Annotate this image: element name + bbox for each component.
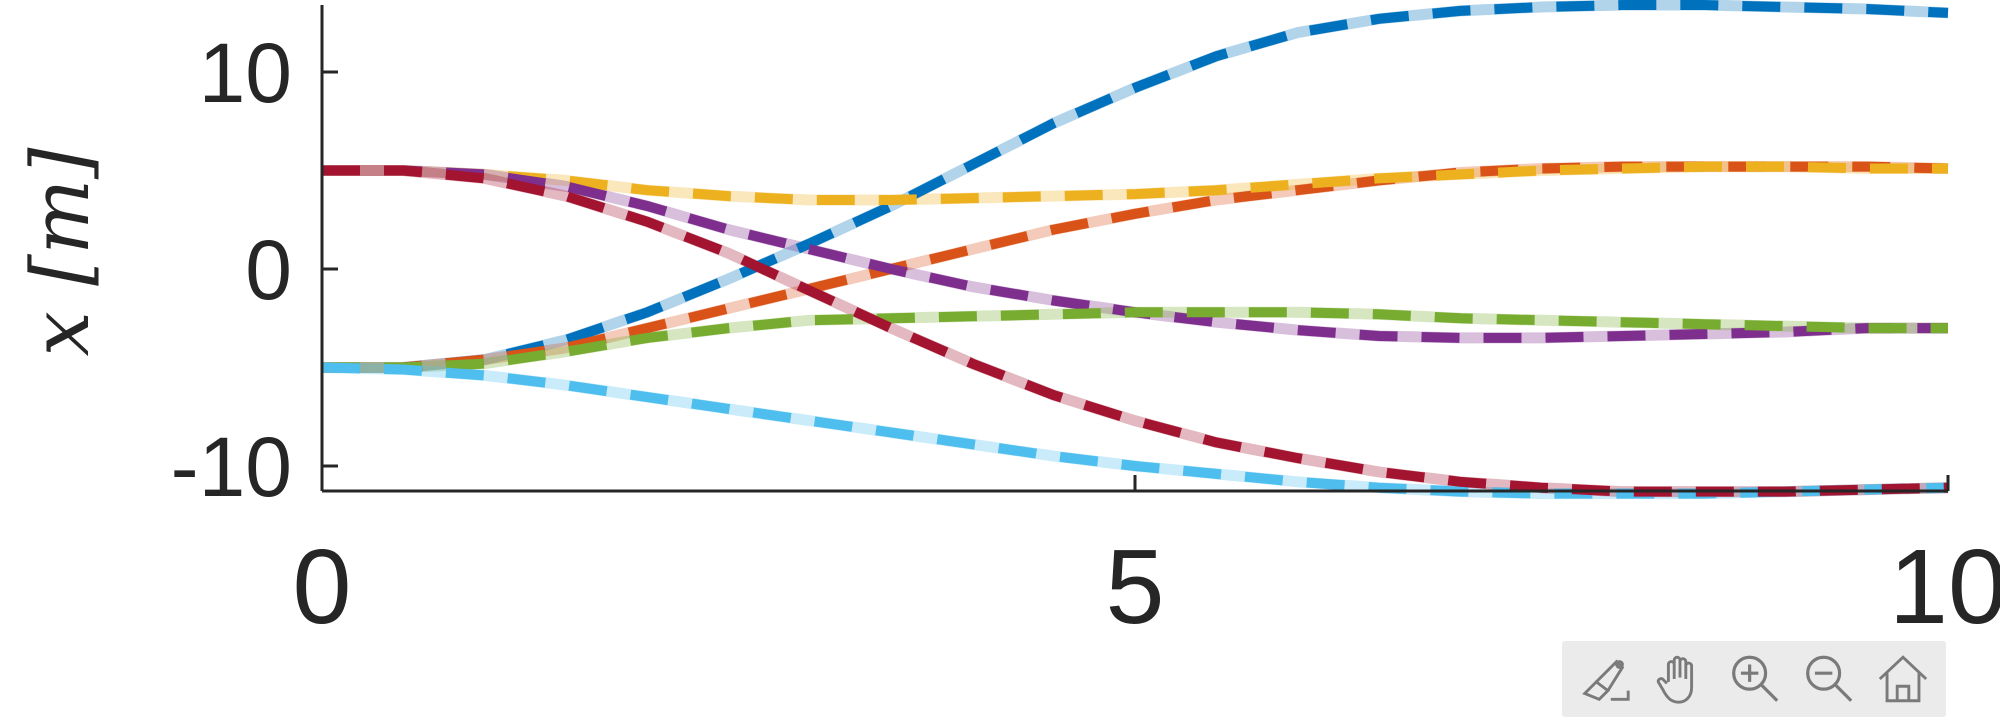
x-tick-label: 0: [293, 528, 352, 646]
zoom-in-button[interactable]: [1723, 646, 1785, 712]
zoom-in-icon: [1732, 655, 1779, 702]
y-axis-label: x [m]: [14, 147, 107, 357]
pan-hand-icon: [1656, 655, 1693, 704]
zoom-out-icon: [1806, 655, 1853, 702]
pan-button[interactable]: [1649, 646, 1711, 712]
brush-icon: [1582, 659, 1630, 702]
y-tick-label: 0: [245, 223, 292, 317]
y-tick-label: 10: [199, 26, 292, 120]
home-icon: [1878, 655, 1927, 703]
series-2-tracked-line: [322, 161, 1949, 373]
series-3-tracked-line: [322, 161, 1948, 205]
zoom-out-button[interactable]: [1797, 646, 1859, 712]
x-tick-label: 5: [1106, 528, 1165, 646]
brush-button[interactable]: [1574, 646, 1636, 712]
x-tick-label: 10: [1889, 528, 2000, 646]
y-tick-label: -10: [171, 420, 292, 514]
axes-toolbar: [1562, 641, 1946, 717]
series-6-reference-line: [321, 362, 1949, 500]
series-5-tracked-line: [322, 307, 1948, 373]
series-1-tracked-line: [322, 0, 1949, 373]
home-button[interactable]: [1872, 646, 1934, 712]
tracked-series-group: [321, 0, 1949, 499]
series-7-tracked-line: [322, 165, 1949, 497]
reference-series-group: [321, 0, 1949, 500]
series-6-tracked-line: [321, 362, 1949, 499]
y-axis-label-text: x [m]: [14, 147, 107, 357]
